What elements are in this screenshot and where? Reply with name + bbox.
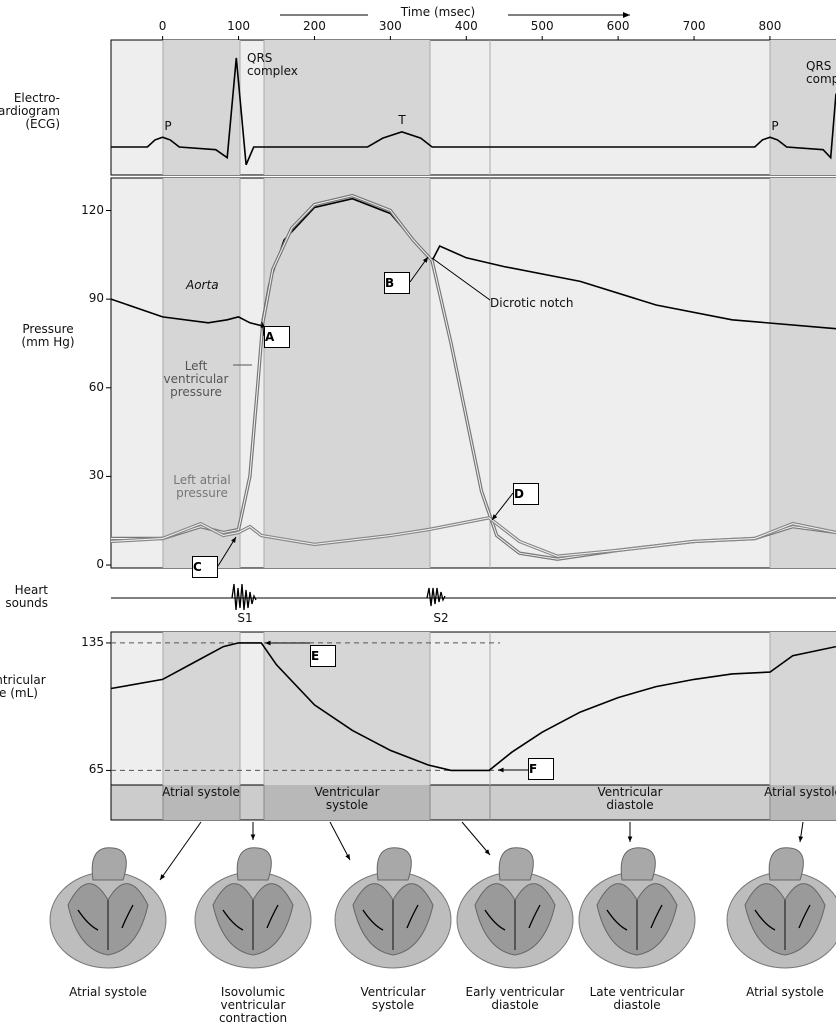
ecg-annotation: P: [765, 120, 785, 133]
annotation: Dicrotic notch: [490, 297, 600, 310]
y-tick-label: 120: [64, 204, 104, 217]
phase-label: Atrial systole: [146, 786, 256, 799]
chart: [0, 0, 836, 1023]
illustration-label: Ventricular systole: [338, 986, 448, 1012]
y-tick-label: 0: [64, 558, 104, 571]
s2-sound: [427, 588, 445, 606]
heart-illustration: [727, 848, 836, 968]
heart-vessel: [237, 848, 271, 880]
y-axis-title: Left ventricular volume (mL): [0, 674, 54, 700]
y-tick-label: 65: [64, 763, 104, 776]
phase-shade: [163, 40, 240, 175]
arrow-head: [628, 836, 633, 842]
heart-illustration: [50, 848, 166, 968]
heart-illustration: [579, 848, 695, 968]
illustration-label: Isovolumic ventricular contraction: [198, 986, 308, 1023]
x-tick-label: 0: [143, 20, 183, 33]
series-label: Aorta: [186, 279, 246, 292]
sound-label: S1: [230, 612, 260, 625]
x-axis-title: Time (msec): [368, 6, 508, 19]
arrow-head: [251, 834, 256, 840]
x-tick-label: 500: [522, 20, 562, 33]
phase-shade: [264, 632, 430, 785]
callout-box: C: [192, 556, 218, 578]
x-tick-label: 100: [219, 20, 259, 33]
phase-shade: [770, 178, 836, 568]
illustration-label: Atrial systole: [53, 986, 163, 999]
phase-label: Ventricular systole: [292, 786, 402, 812]
ecg-annotation: QRS complex: [247, 52, 327, 78]
heart-illustration: [335, 848, 451, 968]
callout-box: F: [528, 758, 554, 780]
heart-illustration: [457, 848, 573, 968]
phase-label: Atrial systole: [748, 786, 836, 799]
x-tick-label: 400: [446, 20, 486, 33]
callout-box: D: [513, 483, 539, 505]
ecg-annotation: QRS complex: [806, 60, 836, 86]
illustration-label: Late ventricular diastole: [582, 986, 692, 1012]
callout-line: [462, 822, 490, 855]
y-tick-label: 60: [64, 381, 104, 394]
heart-illustration: [195, 848, 311, 968]
x-tick-label: 700: [674, 20, 714, 33]
series-label: Left atrial pressure: [162, 474, 242, 500]
callout-line: [330, 822, 350, 860]
illustration-label: Early ventricular diastole: [460, 986, 570, 1012]
series-label: Left ventricular pressure: [161, 360, 231, 399]
callout-line: [160, 822, 201, 880]
callout-box: A: [264, 326, 290, 348]
y-axis-title: Electro-cardiogram (ECG): [0, 92, 60, 131]
arrow-head: [623, 12, 630, 18]
x-tick-label: 200: [294, 20, 334, 33]
y-axis-title: Pressure (mm Hg): [13, 323, 83, 349]
heart-vessel: [377, 848, 411, 880]
heart-vessel: [621, 848, 655, 880]
arrow-head: [160, 874, 165, 880]
arrow-head: [799, 836, 804, 842]
y-tick-label: 90: [64, 292, 104, 305]
x-tick-label: 600: [598, 20, 638, 33]
y-tick-label: 135: [64, 636, 104, 649]
y-tick-label: 30: [64, 469, 104, 482]
callout-box: B: [384, 272, 410, 294]
illustration-label: Atrial systole: [730, 986, 836, 999]
figure: Time (msec)0100200300400500600700800Elec…: [0, 0, 836, 1023]
x-tick-label: 800: [750, 20, 790, 33]
heart-vessel: [769, 848, 803, 880]
phase-label: Ventricular diastole: [575, 786, 685, 812]
sound-label: S2: [426, 612, 456, 625]
callout-box: E: [310, 645, 336, 667]
ecg-annotation: P: [158, 120, 178, 133]
heart-vessel: [499, 848, 533, 880]
ecg-annotation: T: [392, 114, 412, 127]
heart-vessel: [92, 848, 126, 880]
s1-sound: [232, 584, 256, 610]
phase-shade: [163, 632, 240, 785]
y-axis-title: Heart sounds: [0, 584, 48, 610]
phase-shade: [770, 632, 836, 785]
x-tick-label: 300: [370, 20, 410, 33]
